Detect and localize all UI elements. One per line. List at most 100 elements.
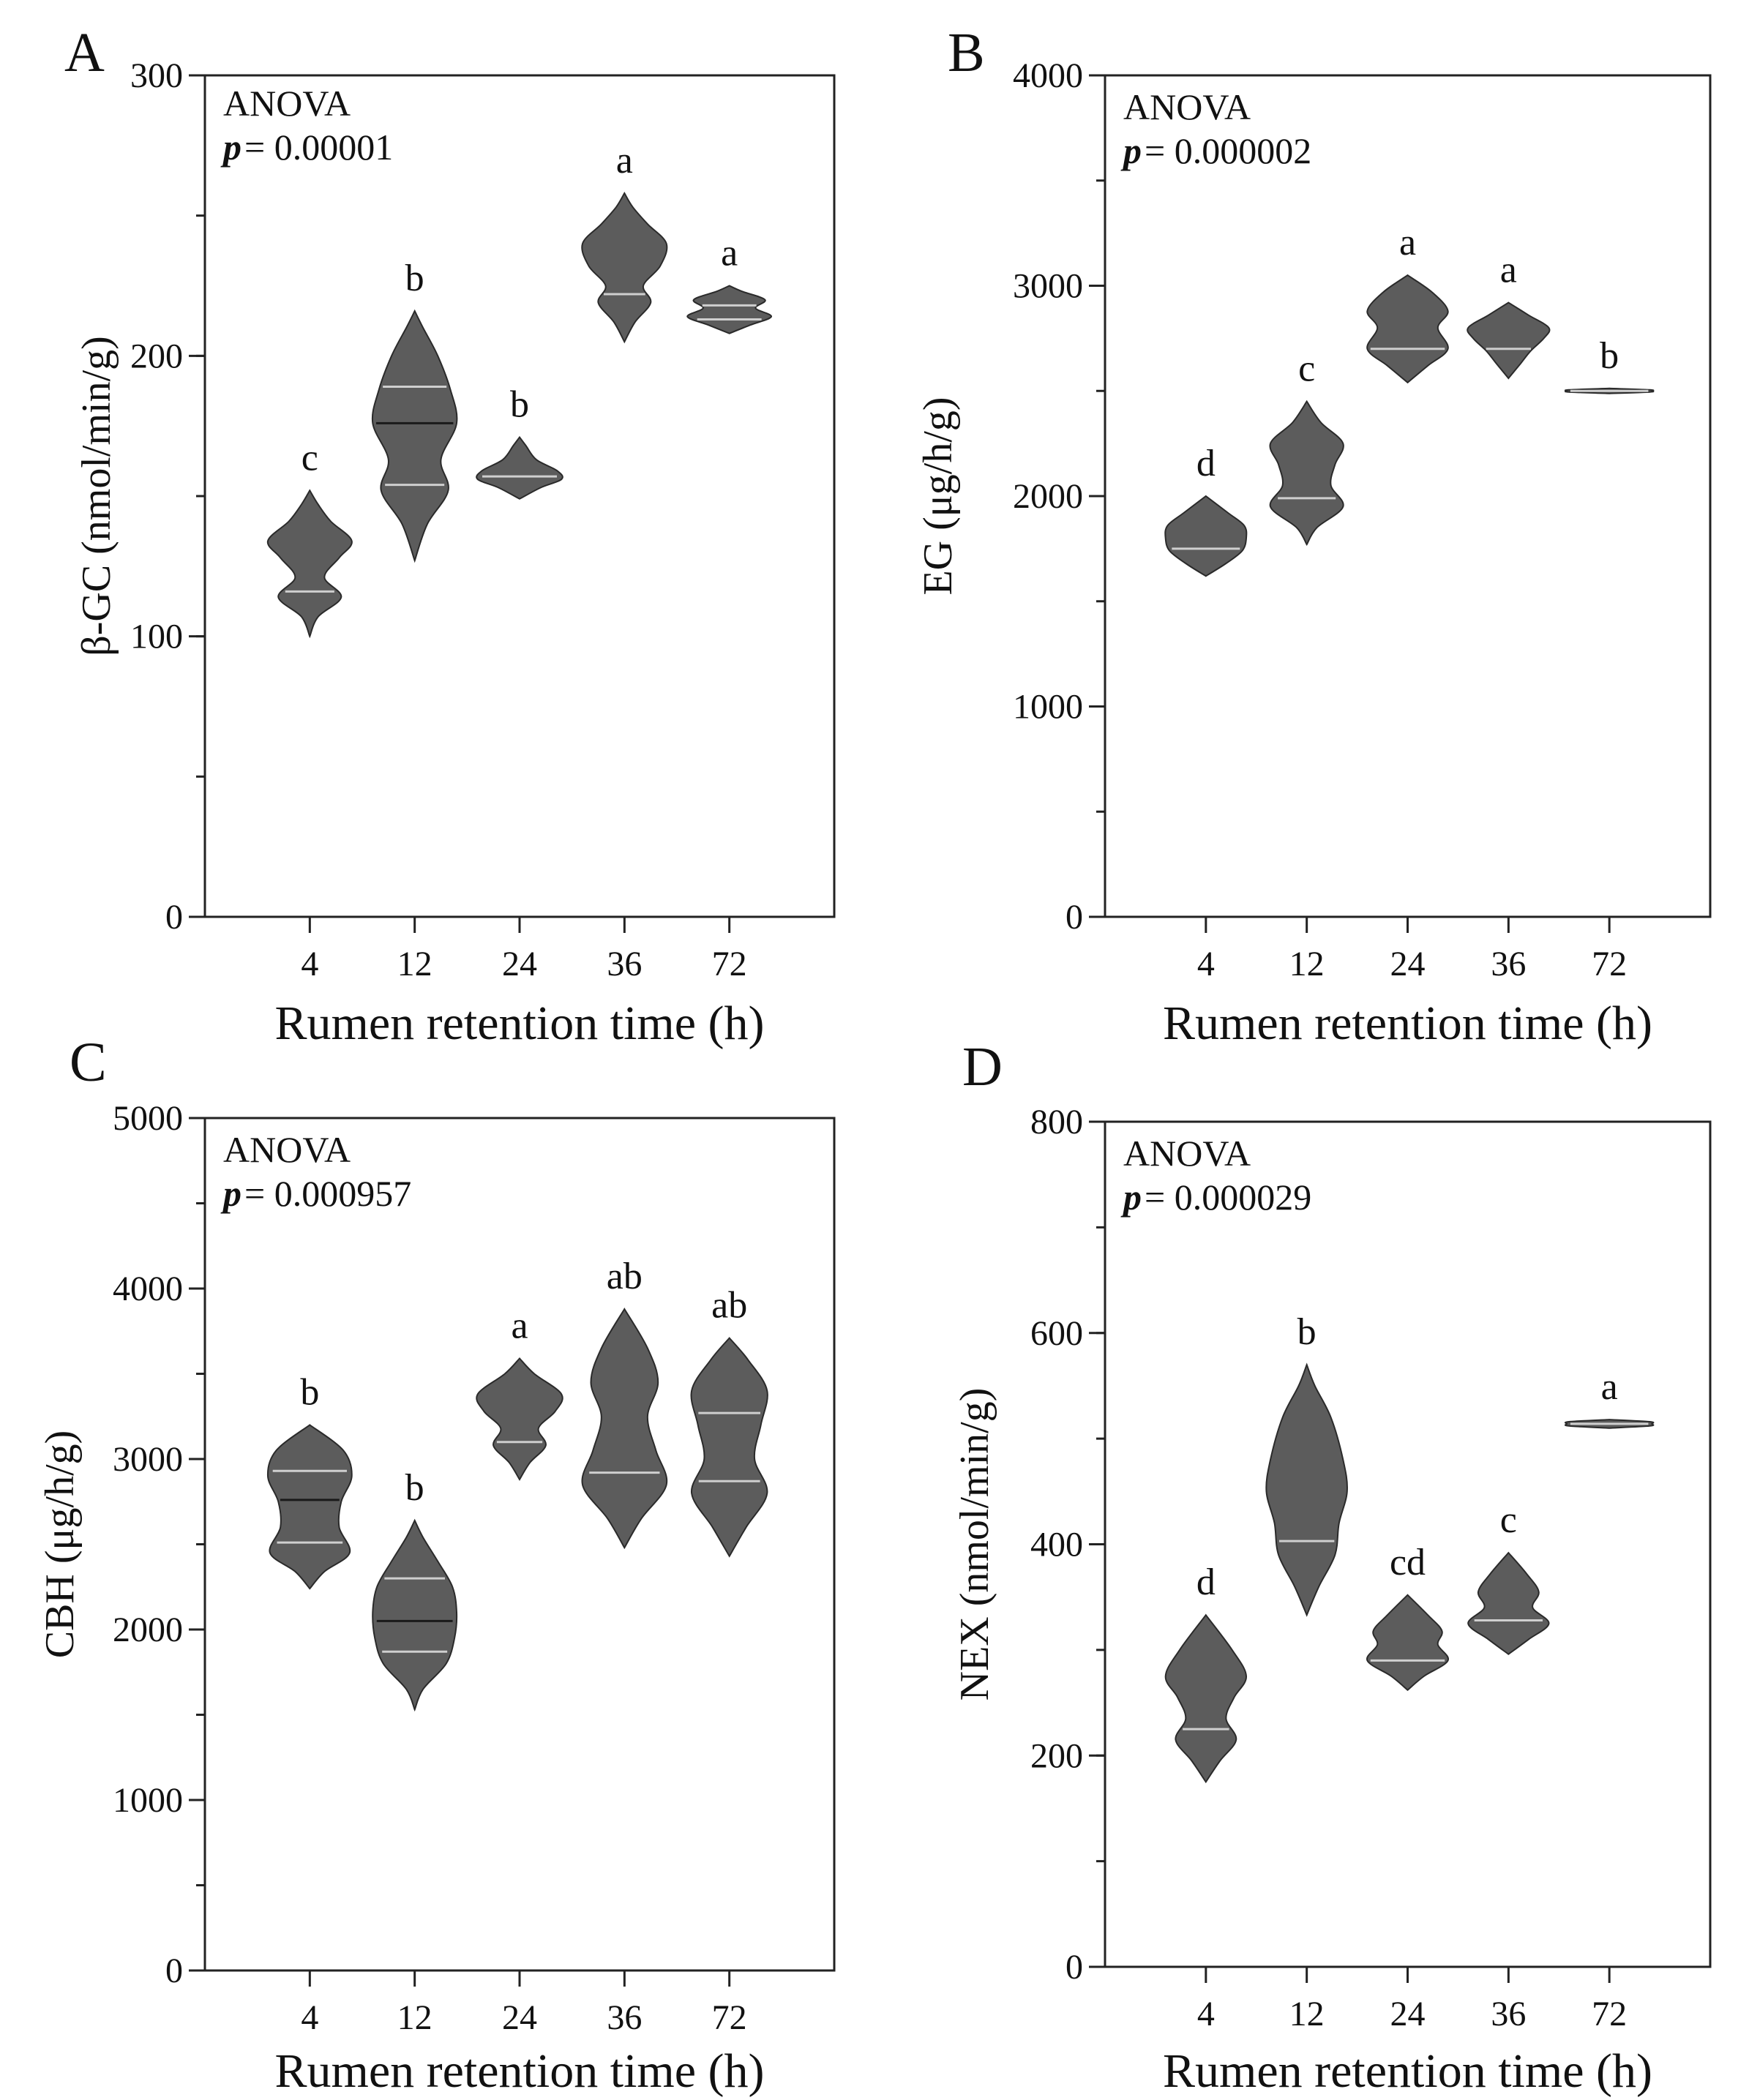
- violin-12: [371, 309, 458, 563]
- p-value-annotation: p= 0.000029: [1120, 1177, 1311, 1218]
- violin-72: [686, 285, 772, 334]
- y-tick-label: 100: [130, 618, 183, 656]
- x-tick-label: 36: [1491, 945, 1526, 983]
- x-tick-label: 72: [1592, 945, 1627, 983]
- significance-letter: b: [405, 1467, 424, 1509]
- anova-label: ANOVA: [223, 83, 351, 124]
- y-axis-label: EG (μg/h/g): [915, 397, 961, 595]
- panel-letter: C: [70, 1032, 107, 1093]
- y-tick-label: 2000: [113, 1610, 183, 1649]
- significance-letter: c: [302, 437, 318, 479]
- panel-letter: D: [962, 1036, 1003, 1098]
- panel-letter: A: [64, 22, 105, 83]
- chart-panel-a: A 0 100 200 300 4 12 24 36 72 Rumen retention time…: [64, 22, 836, 1050]
- x-tick-label: 12: [397, 1998, 432, 2037]
- p-symbol: p: [1120, 130, 1142, 171]
- significance-letter: a: [1601, 1366, 1618, 1408]
- x-tick-label: 24: [1390, 945, 1426, 983]
- x-tick-label: 24: [502, 1998, 537, 2037]
- significance-letter: a: [616, 140, 633, 181]
- violin-72: [690, 1337, 768, 1558]
- x-tick-label: 4: [1197, 1995, 1215, 2033]
- x-tick-label: 36: [607, 945, 642, 983]
- y-tick-label: 300: [130, 56, 183, 95]
- p-value: = 0.000029: [1145, 1177, 1311, 1218]
- x-tick-label: 24: [1390, 1995, 1426, 2033]
- y-tick-label: 2000: [1013, 477, 1083, 516]
- violin-24: [476, 1357, 563, 1481]
- significance-letter: a: [1500, 250, 1517, 291]
- y-tick-label: 1000: [1013, 688, 1083, 727]
- y-tick-label: 800: [1030, 1103, 1083, 1141]
- significance-letter: b: [300, 1371, 319, 1413]
- y-axis-label: CBH (μg/h/g): [37, 1430, 83, 1659]
- violin-12: [1269, 400, 1344, 547]
- x-tick-label: 24: [502, 945, 537, 983]
- x-tick-label: 4: [1197, 945, 1215, 983]
- p-symbol: p: [1120, 1177, 1142, 1218]
- p-value: = 0.000002: [1145, 130, 1311, 171]
- x-axis-label: Rumen retention time (h): [275, 2044, 765, 2098]
- x-tick-label: 36: [1491, 1995, 1526, 2033]
- significance-letter: b: [510, 384, 529, 426]
- significance-letter: a: [1399, 222, 1416, 263]
- anova-label: ANOVA: [1123, 86, 1251, 127]
- anova-label: ANOVA: [223, 1129, 351, 1170]
- violin-36: [1467, 301, 1551, 380]
- x-axis-label: Rumen retention time (h): [1163, 997, 1652, 1050]
- plot-frame: [1104, 74, 1712, 918]
- p-symbol: p: [220, 127, 241, 168]
- p-symbol: p: [220, 1173, 241, 1214]
- y-axis-label: β-GC (nmol/min/g): [74, 336, 119, 656]
- x-tick-label: 12: [1289, 1995, 1325, 2033]
- significance-letter: a: [721, 233, 738, 274]
- y-tick-label: 5000: [113, 1099, 183, 1138]
- violin-36: [581, 1308, 668, 1550]
- x-axis-label: Rumen retention time (h): [1163, 2044, 1652, 2098]
- violin-36: [581, 192, 668, 344]
- x-tick-label: 72: [712, 945, 747, 983]
- p-value: = 0.000957: [244, 1173, 411, 1214]
- chart-panel-b: B 0 1000 2000 3000 4000 4 12 24 36 72 Rumen retenti…: [915, 22, 1712, 1050]
- violin-4: [266, 1424, 353, 1590]
- y-tick-label: 3000: [1013, 267, 1083, 306]
- y-tick-label: 1000: [113, 1781, 183, 1820]
- p-value-annotation: p= 0.000957: [220, 1173, 411, 1214]
- significance-letter: ab: [607, 1256, 643, 1297]
- violin-36: [1467, 1551, 1550, 1655]
- y-tick-label: 0: [1065, 1948, 1083, 1987]
- x-tick-label: 36: [607, 1998, 642, 2037]
- significance-letter: b: [1297, 1311, 1317, 1353]
- p-value-annotation: p= 0.000002: [1120, 130, 1311, 171]
- significance-letter: d: [1196, 1561, 1216, 1603]
- x-tick-label: 12: [397, 945, 432, 983]
- violin-12: [1265, 1362, 1348, 1617]
- anova-label: ANOVA: [1123, 1133, 1251, 1174]
- y-tick-label: 0: [165, 1951, 183, 1990]
- y-tick-label: 0: [165, 898, 183, 937]
- violin-12: [372, 1518, 458, 1712]
- significance-letter: cd: [1390, 1542, 1426, 1583]
- violin-24: [1366, 1594, 1449, 1692]
- x-axis-label: Rumen retention time (h): [275, 997, 765, 1050]
- x-tick-label: 72: [712, 1998, 747, 2037]
- x-tick-label: 72: [1592, 1995, 1627, 2033]
- violin-4: [266, 489, 353, 639]
- violin-4: [1164, 1613, 1248, 1784]
- p-value-annotation: p= 0.00001: [220, 127, 393, 168]
- chart-panel-c: C 0 1000 2000 3000 4000 5000 4 12 24 36 72 Rumen ret…: [37, 1032, 836, 2098]
- x-tick-label: 12: [1289, 945, 1325, 983]
- y-tick-label: 3000: [113, 1440, 183, 1479]
- significance-letter: d: [1196, 443, 1216, 484]
- y-tick-label: 400: [1030, 1526, 1083, 1564]
- y-tick-label: 600: [1030, 1314, 1083, 1353]
- significance-letter: b: [1600, 335, 1619, 377]
- y-tick-label: 4000: [113, 1270, 183, 1308]
- y-tick-label: 4000: [1013, 56, 1083, 95]
- x-tick-label: 4: [301, 945, 318, 983]
- significance-letter: b: [405, 258, 424, 299]
- violin-24: [476, 435, 563, 500]
- significance-letter: c: [1298, 348, 1315, 390]
